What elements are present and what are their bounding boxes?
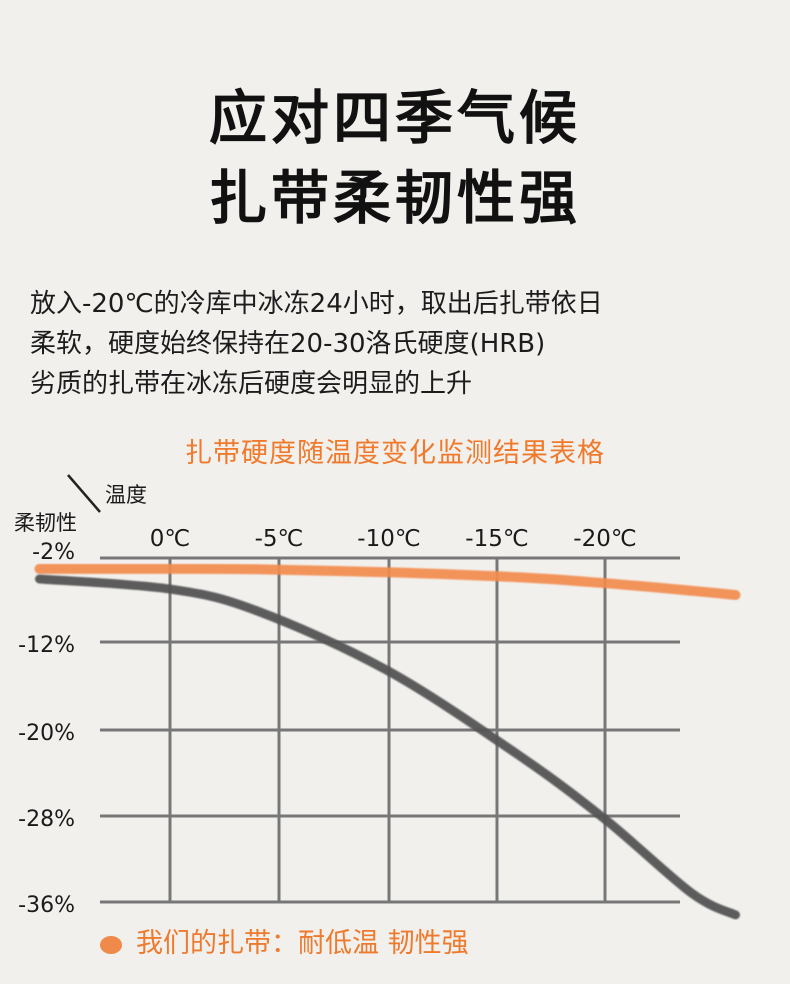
series-line-our-ties bbox=[34, 563, 741, 600]
description: 放入-20℃的冷库中冰冻24小时，取出后扎带依日 柔软，硬度始终保持在20-30… bbox=[30, 284, 770, 404]
series-line-inferior-ties bbox=[35, 574, 740, 920]
x-tick-label: -20℃ bbox=[573, 526, 636, 552]
x-tick-label: -5℃ bbox=[255, 526, 304, 552]
description-line-3: 劣质的扎带在冰冻后硬度会明显的上升 bbox=[30, 369, 473, 399]
y-tick-label: -2% bbox=[32, 540, 75, 565]
x-tick-labels: 0℃ -5℃ -10℃ -15℃ -20℃ bbox=[150, 526, 637, 552]
grid bbox=[100, 556, 680, 904]
y-tick-label: -12% bbox=[18, 633, 75, 658]
axis-corner-divider bbox=[67, 474, 101, 513]
headline-line-1: 应对四季气候 bbox=[208, 84, 581, 152]
x-tick-label: -10℃ bbox=[357, 526, 420, 552]
chart-title: 扎带硬度随温度变化监测结果表格 bbox=[185, 438, 605, 469]
legend: 我们的扎带：耐低温 韧性强 bbox=[100, 922, 469, 966]
legend-label: 我们的扎带：耐低温 韧性强 bbox=[136, 928, 469, 959]
headline: 应对四季气候 扎带柔韧性强 bbox=[0, 78, 790, 238]
x-tick-label: 0℃ bbox=[150, 526, 190, 552]
y-axis-label: 柔韧性 bbox=[14, 511, 77, 535]
description-line-1: 放入-20℃的冷库中冰冻24小时，取出后扎带依日 bbox=[30, 289, 603, 319]
hardness-temperature-chart: 温度 柔韧性 0℃ -5℃ -10℃ -15℃ -20℃ -2% -12% -20% -28%… bbox=[14, 474, 741, 920]
x-axis-label: 温度 bbox=[105, 483, 147, 507]
y-tick-label: -36% bbox=[18, 893, 75, 918]
headline-line-2: 扎带柔韧性强 bbox=[208, 164, 581, 232]
y-tick-label: -28% bbox=[18, 807, 75, 832]
y-tick-labels: -2% -12% -20% -28% -36% bbox=[18, 540, 75, 918]
y-tick-label: -20% bbox=[18, 721, 75, 746]
legend-marker bbox=[100, 936, 122, 954]
x-tick-label: -15℃ bbox=[465, 526, 528, 552]
description-line-2: 柔软，硬度始终保持在20-30洛氏硬度(HRB) bbox=[30, 329, 546, 359]
series-lines bbox=[34, 563, 741, 920]
